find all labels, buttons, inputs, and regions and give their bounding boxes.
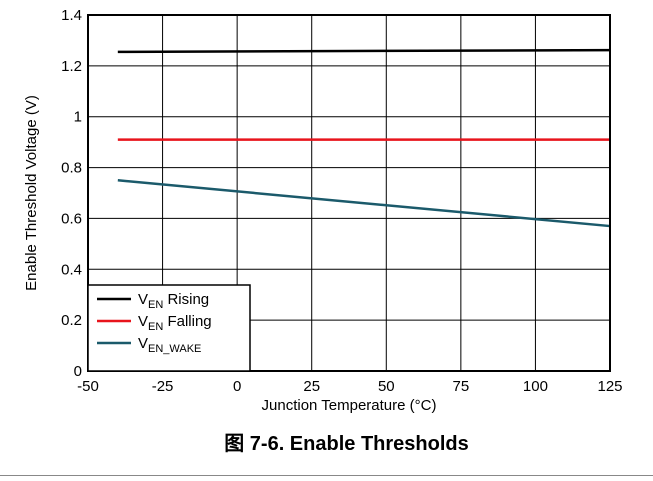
y-tick-label: 0.8 (61, 160, 82, 177)
y-tick-label: 0.4 (61, 261, 82, 278)
y-tick-label: 0 (74, 363, 82, 380)
y-tick-labels: 0 0.2 0.4 0.6 0.8 1 1.2 1.4 (61, 7, 82, 380)
y-tick-label: 1.4 (61, 7, 82, 24)
y-tick-label: 1.2 (61, 58, 82, 75)
legend-entry: VEN Rising (138, 291, 209, 311)
x-tick-label: -50 (77, 378, 99, 395)
y-tick-label: 1 (74, 109, 82, 126)
y-tick-label: 0.2 (61, 312, 82, 329)
x-tick-label: 75 (453, 378, 470, 395)
x-tick-labels: -50 -25 0 25 50 75 100 125 (77, 378, 622, 395)
y-tick-label: 0.6 (61, 210, 82, 227)
legend-entry: VEN_WAKE (138, 335, 201, 355)
x-tick-label: 100 (523, 378, 548, 395)
series-line-3 (117, 179, 611, 228)
figure-caption: 图 7-6. Enable Thresholds (224, 433, 469, 455)
x-tick-label: 0 (233, 378, 241, 395)
x-tick-label: 50 (378, 378, 395, 395)
x-tick-label: 125 (597, 378, 622, 395)
x-tick-label: 25 (303, 378, 320, 395)
series-lines (117, 48, 611, 228)
x-axis-title: Junction Temperature (°C) (262, 397, 437, 414)
legend-entry: VEN Falling (138, 313, 212, 333)
series-line-1 (117, 48, 611, 54)
divider (0, 475, 653, 476)
y-axis-title: Enable Threshold Voltage (V) (23, 95, 40, 291)
x-tick-label: -25 (152, 378, 174, 395)
plot-frame (87, 14, 611, 372)
